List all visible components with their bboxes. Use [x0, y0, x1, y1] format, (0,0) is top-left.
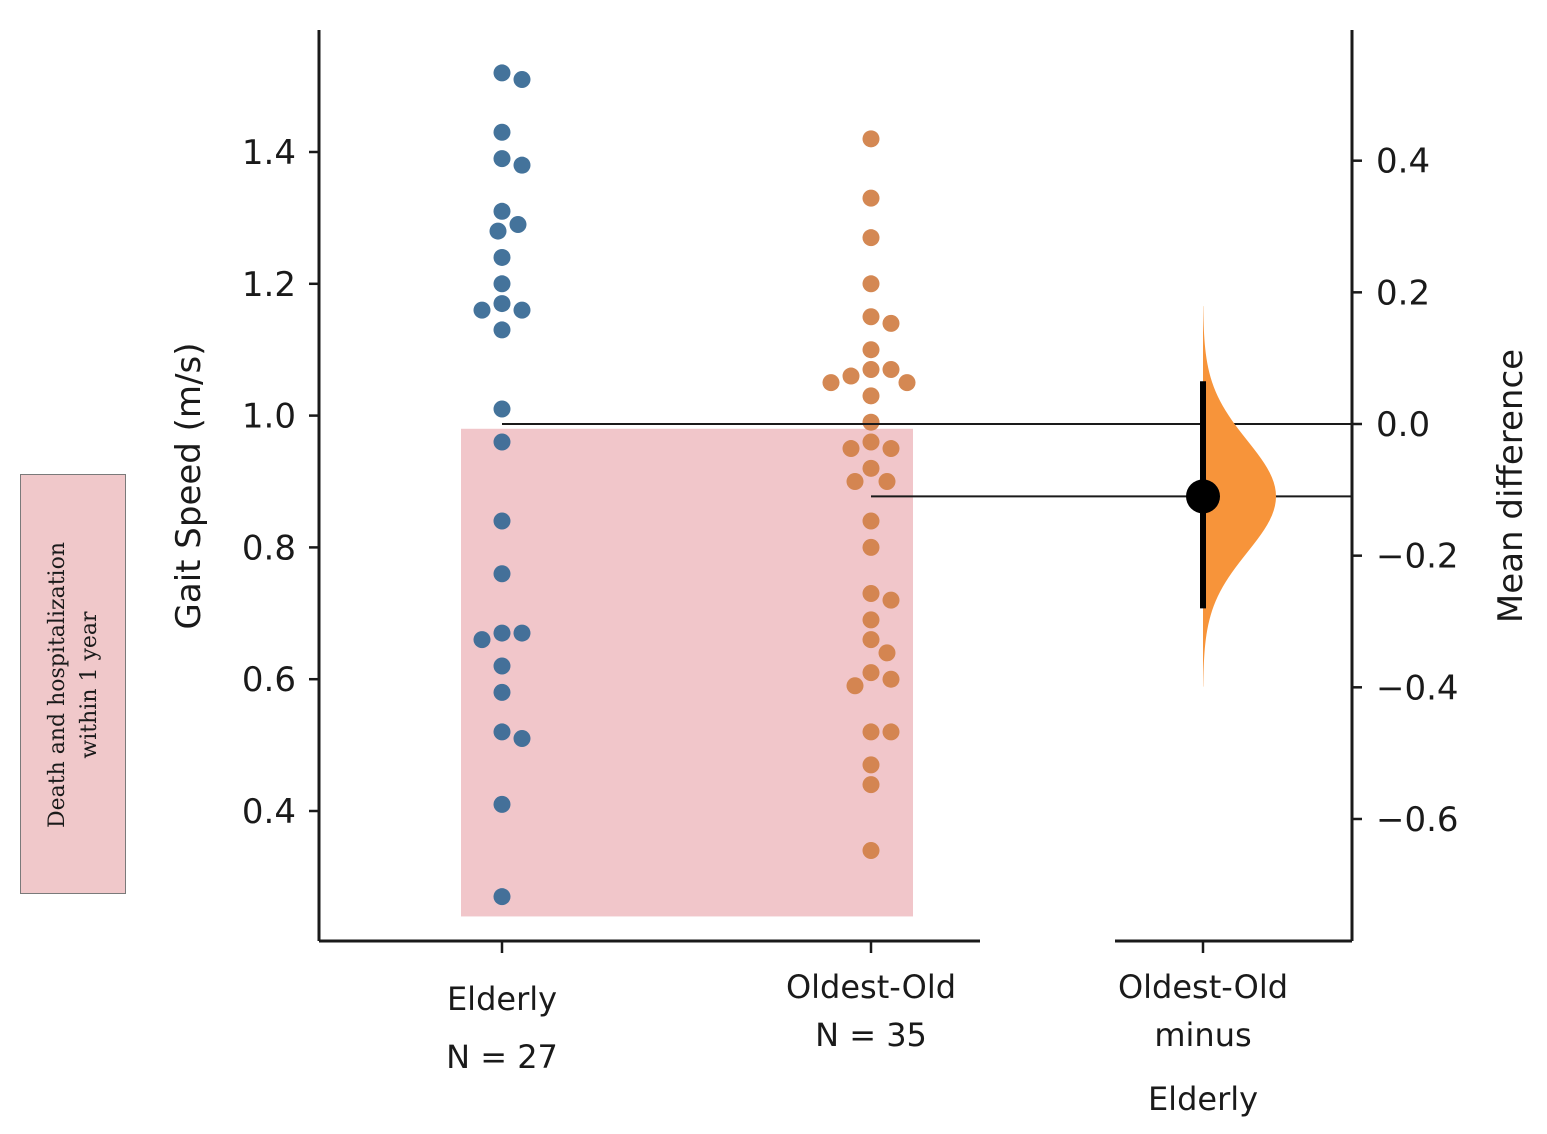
ytick-label-right: 0.4: [1376, 142, 1430, 182]
data-point-oldest-old: [862, 538, 880, 556]
data-point-oldest-old: [862, 512, 880, 530]
data-point-elderly: [493, 657, 511, 675]
xtick-label-contrast-2: minus: [1154, 1016, 1251, 1054]
data-point-elderly: [493, 275, 511, 293]
data-point-elderly: [513, 624, 531, 642]
data-point-elderly: [493, 123, 511, 141]
data-point-oldest-old: [878, 644, 896, 662]
data-point-oldest-old: [862, 413, 880, 431]
data-point-elderly: [493, 150, 511, 168]
shaded-region: [461, 428, 913, 917]
data-point-elderly: [513, 301, 531, 319]
data-point-oldest-old: [862, 842, 880, 860]
data-point-oldest-old: [862, 275, 880, 293]
data-point-oldest-old: [882, 670, 900, 688]
data-point-elderly: [493, 888, 511, 906]
x-tick-labels: Elderly N = 27 Oldest-Old N = 35 Oldest-…: [446, 968, 1288, 1118]
y-axis-label: Gait Speed (m/s): [169, 343, 209, 630]
right-y-axis: −0.6 −0.4 −0.2 0.0 0.2 0.4: [1350, 30, 1459, 941]
data-point-elderly: [493, 202, 511, 220]
data-point-oldest-old: [862, 664, 880, 682]
bootstrap-distribution: [1203, 306, 1276, 687]
data-point-oldest-old: [862, 130, 880, 148]
ytick-label-left: 1.2: [242, 265, 296, 305]
ytick-label-right: −0.4: [1376, 668, 1459, 708]
data-point-elderly: [489, 222, 507, 240]
data-point-elderly: [509, 215, 527, 233]
data-point-oldest-old: [882, 723, 900, 741]
data-point-elderly: [493, 723, 511, 741]
data-point-elderly: [493, 512, 511, 530]
xtick-label-contrast-3: Elderly: [1148, 1080, 1258, 1118]
ytick-label-right: 0.2: [1376, 273, 1430, 313]
data-point-elderly: [473, 631, 491, 649]
data-point-oldest-old: [862, 585, 880, 603]
data-point-oldest-old: [862, 631, 880, 649]
data-point-oldest-old: [862, 360, 880, 378]
data-point-elderly: [493, 400, 511, 418]
ytick-label-left: 1.0: [242, 397, 296, 437]
data-point-oldest-old: [842, 367, 860, 385]
xtick-label-contrast-1: Oldest-Old: [1118, 968, 1288, 1006]
data-point-elderly: [493, 683, 511, 701]
data-point-elderly: [493, 248, 511, 266]
xtick-label-oldest-old-n: N = 35: [815, 1016, 927, 1054]
data-point-oldest-old: [842, 440, 860, 458]
data-point-oldest-old: [882, 314, 900, 332]
ytick-label-left: 0.6: [242, 660, 296, 700]
x-ticks: [500, 941, 1205, 953]
ytick-label-right: −0.2: [1376, 537, 1459, 577]
data-point-oldest-old: [882, 440, 900, 458]
data-point-oldest-old: [878, 473, 896, 490]
data-point-oldest-old: [846, 473, 864, 490]
ytick-label-left: 0.4: [242, 792, 296, 832]
data-point-oldest-old: [862, 433, 880, 451]
data-point-oldest-old: [882, 591, 900, 609]
data-point-elderly: [493, 295, 511, 313]
legend-box: Death and hospitalization within 1 year: [20, 474, 126, 894]
xtick-label-elderly-n: N = 27: [446, 1038, 558, 1076]
data-points: [473, 64, 916, 906]
data-point-elderly: [513, 730, 531, 748]
data-point-oldest-old: [862, 776, 880, 794]
data-point-elderly: [473, 301, 491, 319]
data-point-oldest-old: [898, 374, 916, 392]
data-point-oldest-old: [862, 723, 880, 741]
ytick-label-right: 0.0: [1376, 405, 1430, 445]
data-point-elderly: [493, 795, 511, 813]
data-point-oldest-old: [846, 677, 864, 695]
left-y-axis: 0.4 0.6 0.8 1.0 1.2 1.4: [242, 30, 321, 941]
y-axis-label-right: Mean difference: [1491, 349, 1531, 623]
data-point-oldest-old: [862, 387, 880, 405]
ytick-label-left: 1.4: [242, 133, 296, 173]
data-point-oldest-old: [822, 374, 840, 392]
data-point-oldest-old: [862, 459, 880, 477]
data-point-oldest-old: [862, 229, 880, 247]
data-point-elderly: [513, 156, 531, 174]
xtick-label-elderly: Elderly: [447, 980, 557, 1018]
data-point-oldest-old: [882, 360, 900, 378]
data-point-elderly: [493, 624, 511, 642]
data-point-oldest-old: [862, 189, 880, 207]
data-point-elderly: [493, 321, 511, 339]
data-point-oldest-old: [862, 611, 880, 629]
xtick-label-oldest-old: Oldest-Old: [786, 968, 956, 1006]
ytick-label-left: 0.8: [242, 528, 296, 568]
data-point-elderly: [513, 71, 531, 89]
data-point-elderly: [493, 433, 511, 451]
data-point-elderly: [493, 64, 511, 82]
ytick-label-right: −0.6: [1376, 800, 1459, 840]
data-point-oldest-old: [862, 756, 880, 774]
mean-difference-point: [1186, 479, 1220, 514]
data-point-elderly: [493, 565, 511, 583]
data-point-oldest-old: [862, 308, 880, 326]
contrast-layer: [502, 306, 1352, 687]
legend-text: Death and hospitalization within 1 year: [45, 542, 102, 828]
data-point-oldest-old: [862, 341, 880, 359]
